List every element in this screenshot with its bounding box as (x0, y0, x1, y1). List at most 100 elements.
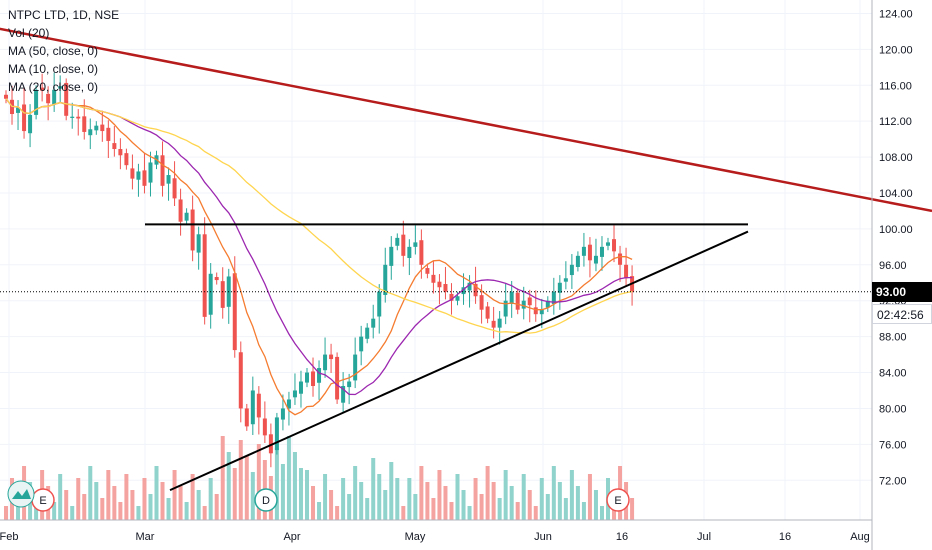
countdown-badge: 02:42:56 (872, 304, 932, 324)
candle (323, 354, 328, 371)
candle (70, 116, 75, 118)
volume-bar (226, 452, 231, 520)
candle (347, 381, 352, 388)
candle (449, 293, 454, 301)
y-tick-label: 72.00 (879, 475, 907, 487)
candle (618, 253, 623, 265)
volume-bar (401, 506, 406, 520)
candle (371, 318, 376, 328)
volume-bar (286, 436, 291, 520)
volume-bar (208, 478, 213, 520)
volume-bar (491, 482, 496, 520)
y-tick-label: 80.00 (879, 403, 907, 415)
volume-bar (335, 506, 340, 520)
volume-bar (82, 494, 87, 520)
candle (606, 242, 610, 246)
candle (142, 170, 147, 186)
volume-bar (593, 490, 598, 520)
candle (533, 307, 538, 315)
grid (0, 0, 872, 520)
candle (317, 368, 322, 383)
y-tick-label: 108.00 (879, 152, 913, 164)
x-tick-label: Jul (697, 531, 711, 543)
candle (100, 124, 105, 132)
candle (256, 393, 261, 418)
volume-bar (509, 486, 514, 520)
volume-bar (533, 506, 538, 520)
candle (599, 246, 604, 257)
candle (575, 255, 580, 267)
volume-bar (118, 502, 123, 520)
volume-bar (569, 470, 574, 520)
legend-ma50[interactable]: MA (50, close, 0) (8, 44, 99, 58)
volume-bar (172, 470, 177, 520)
candle (389, 246, 394, 266)
candle (280, 408, 285, 420)
candle (28, 114, 33, 134)
volume-bar (329, 490, 334, 520)
candle (461, 287, 466, 295)
candle (407, 246, 412, 258)
candle (82, 116, 87, 132)
candle (539, 309, 544, 315)
volume-bar (94, 482, 99, 520)
candle (124, 153, 129, 166)
volume-bar (305, 470, 309, 520)
legend-ma10[interactable]: MA (10, close, 0) (8, 62, 99, 76)
candle (329, 354, 334, 360)
candle (305, 372, 309, 383)
candle (359, 336, 364, 352)
trendlines (0, 27, 932, 492)
volume-bar (539, 478, 544, 520)
candle (220, 281, 225, 308)
y-tick-label: 120.00 (879, 44, 913, 56)
candle (341, 385, 346, 403)
candle (527, 297, 532, 306)
volume-bar (76, 478, 81, 520)
candle (196, 234, 201, 253)
candle (16, 107, 21, 113)
candle (431, 274, 436, 283)
candle (268, 434, 273, 454)
candle (467, 282, 472, 291)
y-tick-label: 112.00 (879, 116, 912, 128)
volume-bar (238, 440, 243, 520)
candle (232, 273, 237, 351)
candle (455, 296, 460, 301)
candle (130, 168, 135, 179)
candle (551, 291, 556, 304)
candle (190, 209, 195, 251)
volume-bar (395, 478, 400, 520)
tradingview-logo-icon (7, 480, 35, 508)
logo-shape (12, 489, 31, 499)
volume-bar (124, 474, 129, 520)
candle (587, 244, 592, 261)
candle (22, 104, 27, 132)
volume-bar (70, 506, 75, 520)
legend-ma20[interactable]: MA (20, close, 0) (8, 80, 99, 94)
candle (178, 199, 183, 222)
logo-circle (7, 480, 35, 508)
candle (274, 417, 279, 451)
candle (491, 320, 496, 328)
ma-line (5, 98, 633, 334)
legend-symbol[interactable]: NTPC LTD, 1D, NSE (8, 8, 120, 22)
volume-bar (298, 468, 303, 520)
volume-bar (323, 474, 328, 520)
volume-bar (311, 486, 316, 520)
volume-bar (419, 466, 424, 520)
volume-bar (196, 490, 201, 520)
y-tick-label: 84.00 (879, 368, 907, 380)
candle (208, 273, 213, 315)
candle (485, 306, 490, 319)
legend-volume[interactable]: Vol (20) (8, 26, 50, 40)
candle (413, 242, 418, 247)
volume-bar (184, 502, 189, 520)
candle (581, 246, 586, 256)
volume-bar (220, 436, 225, 520)
volume-bar (497, 498, 502, 520)
candle (88, 129, 93, 136)
volume-bar (515, 502, 520, 520)
